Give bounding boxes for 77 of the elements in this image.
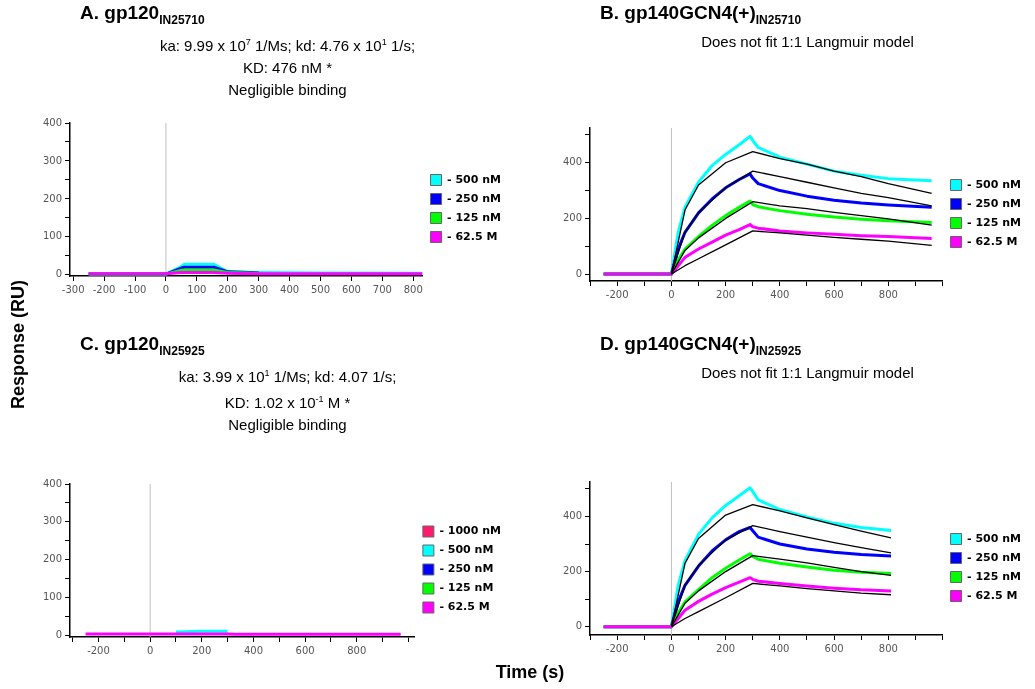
chart-title: C. gp120$_{IN25925}$ xyxy=(79,333,206,360)
legend-label: - 62.5 M xyxy=(439,600,490,614)
x-tick-label: 800 xyxy=(347,644,367,656)
x-tick-label: 0 xyxy=(146,644,154,656)
x-tick-label: 400 xyxy=(770,288,790,300)
chart-title: A. gp120$_{IN25710}$ xyxy=(79,2,206,29)
legend-label: - 125 nM xyxy=(967,569,1022,583)
legend-label: - 250 nM xyxy=(967,196,1022,210)
legend-label: - 500 nM xyxy=(447,172,502,186)
legend-label: - 500 nM xyxy=(967,177,1022,191)
x-tick-label: -200 xyxy=(605,288,629,300)
y-tick-label: 0 xyxy=(55,268,63,280)
y-tick-label: 300 xyxy=(42,154,63,166)
legend-label: - 250 nM xyxy=(967,550,1022,564)
x-axis-title: Time (s) xyxy=(494,662,566,683)
x-tick-label: 300 xyxy=(249,283,269,295)
y-tick-label: 200 xyxy=(42,553,63,565)
y-tick-label: 400 xyxy=(562,156,583,168)
legend-label: - 500 nM xyxy=(967,531,1022,545)
x-tick-label: -200 xyxy=(605,642,629,654)
chart-subtitle: ka: 3.99 x 10$^{1}$ 1/Ms; kd: 4.07 1/s; xyxy=(177,366,398,387)
x-tick-label: 0 xyxy=(668,288,675,300)
legend-label: - 62.5 M xyxy=(967,588,1018,602)
x-tick-label: 600 xyxy=(824,288,844,300)
legend-label: - 125 nM xyxy=(447,210,502,224)
y-tick-label: 0 xyxy=(575,620,583,632)
x-tick-label: 600 xyxy=(341,283,361,295)
y-tick-label: 100 xyxy=(42,230,63,242)
y-tick-label: 200 xyxy=(562,212,583,223)
x-tick-label: 800 xyxy=(878,642,898,654)
y-tick-label: 400 xyxy=(42,477,63,489)
y-tick-label: 200 xyxy=(562,565,583,577)
legend-label: - 500 nM xyxy=(439,543,494,557)
x-tick-label: 800 xyxy=(403,283,423,295)
text: KD: 1.02 x 10$^{-1}$ M * xyxy=(223,392,352,413)
x-tick-label: 0 xyxy=(668,642,675,654)
legend-label: - 125 nM xyxy=(967,215,1022,229)
y-tick-label: 400 xyxy=(562,510,583,522)
x-tick-label: 200 xyxy=(716,288,736,300)
text: Negligible binding xyxy=(227,79,348,100)
x-tick-label: 400 xyxy=(243,644,264,656)
y-tick-label: 100 xyxy=(42,590,63,602)
y-tick-label: 300 xyxy=(42,515,63,527)
legend-label: - 250 nM xyxy=(447,191,502,205)
x-tick-label: 500 xyxy=(310,283,331,295)
legend-label: - 62.5 M xyxy=(967,234,1018,248)
x-tick-label: 200 xyxy=(192,644,212,656)
chart-title: B. gp140GCN4(+)$_{IN25710}$ xyxy=(599,2,803,29)
chart-subtitle: ka: 9.99 x 10$^{7}$ 1/Ms; kd: 4.76 x 10$^{1}$ 1/s; xyxy=(158,35,417,56)
chart-subtitle: Does not fit 1:1 Langmuir model xyxy=(700,31,915,52)
y-tick-label: 0 xyxy=(575,267,583,279)
x-tick-label: 200 xyxy=(218,283,238,295)
x-tick-label: 700 xyxy=(372,283,392,295)
y-tick-label: 400 xyxy=(42,116,63,128)
legend-label: - 1000 nM xyxy=(439,524,502,538)
x-tick-label: -200 xyxy=(92,283,116,295)
legend-label: - 62.5 M xyxy=(447,229,498,243)
x-tick-label: 600 xyxy=(295,644,315,656)
x-tick-label: 600 xyxy=(824,642,844,654)
x-tick-label: -200 xyxy=(87,644,110,656)
y-tick-label: 0 xyxy=(55,628,63,640)
legend-label: - 250 nM xyxy=(439,562,494,576)
x-tick-label: -100 xyxy=(123,283,147,295)
x-tick-label: 200 xyxy=(716,642,736,654)
chart-subtitle: Does not fit 1:1 Langmuir model xyxy=(700,362,915,383)
y-tick-label: 200 xyxy=(42,192,63,204)
x-tick-label: 400 xyxy=(770,642,790,654)
x-tick-label: -300 xyxy=(61,283,85,295)
x-tick-label: 100 xyxy=(187,283,207,295)
x-tick-label: 0 xyxy=(162,283,170,295)
text: KD: 476 nM * xyxy=(241,57,334,78)
legend-label: - 125 nM xyxy=(439,581,494,595)
y-axis-title: Response (RU) xyxy=(7,279,29,411)
x-tick-label: 400 xyxy=(280,283,300,295)
x-tick-label: 800 xyxy=(878,288,898,300)
chart-title: D. gp140GCN4(+)$_{IN25925}$ xyxy=(599,333,803,360)
text: Negligible binding xyxy=(227,414,348,435)
